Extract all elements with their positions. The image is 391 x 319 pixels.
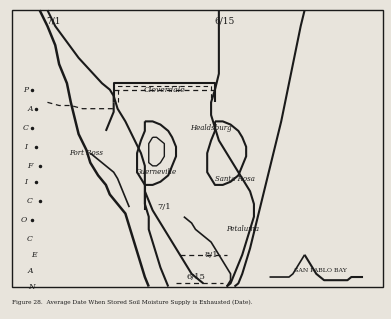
Text: I: I	[25, 178, 27, 186]
Text: 7/1: 7/1	[46, 17, 61, 26]
Text: Healdsburg: Healdsburg	[190, 124, 232, 132]
Text: Guerneville: Guerneville	[136, 168, 177, 176]
Text: Santa Rosa: Santa Rosa	[215, 174, 255, 182]
Text: 6/15: 6/15	[215, 17, 235, 26]
Text: O: O	[21, 216, 27, 224]
Text: Fort Ross: Fort Ross	[70, 149, 103, 157]
Text: Petaluma: Petaluma	[226, 226, 259, 234]
Text: I: I	[25, 143, 27, 151]
Text: Figure 28.  Average Date When Stored Soil Moisture Supply is Exhausted (Date).: Figure 28. Average Date When Stored Soil…	[13, 300, 253, 305]
Text: 7/1: 7/1	[158, 203, 171, 211]
Text: 6/15: 6/15	[186, 273, 205, 281]
Text: Cloverdale: Cloverdale	[143, 85, 185, 93]
Text: C: C	[27, 197, 33, 205]
Text: 8/1: 8/1	[204, 251, 218, 259]
Text: A: A	[27, 105, 33, 113]
Bar	[13, 10, 382, 286]
Text: C: C	[23, 124, 29, 132]
Text: C: C	[27, 235, 33, 243]
Text: F: F	[27, 162, 32, 170]
Text: N: N	[29, 283, 35, 291]
Text: SAN PABLO BAY: SAN PABLO BAY	[294, 268, 346, 273]
Text: E: E	[31, 251, 37, 259]
Text: P: P	[23, 85, 29, 93]
Text: A: A	[27, 267, 33, 275]
